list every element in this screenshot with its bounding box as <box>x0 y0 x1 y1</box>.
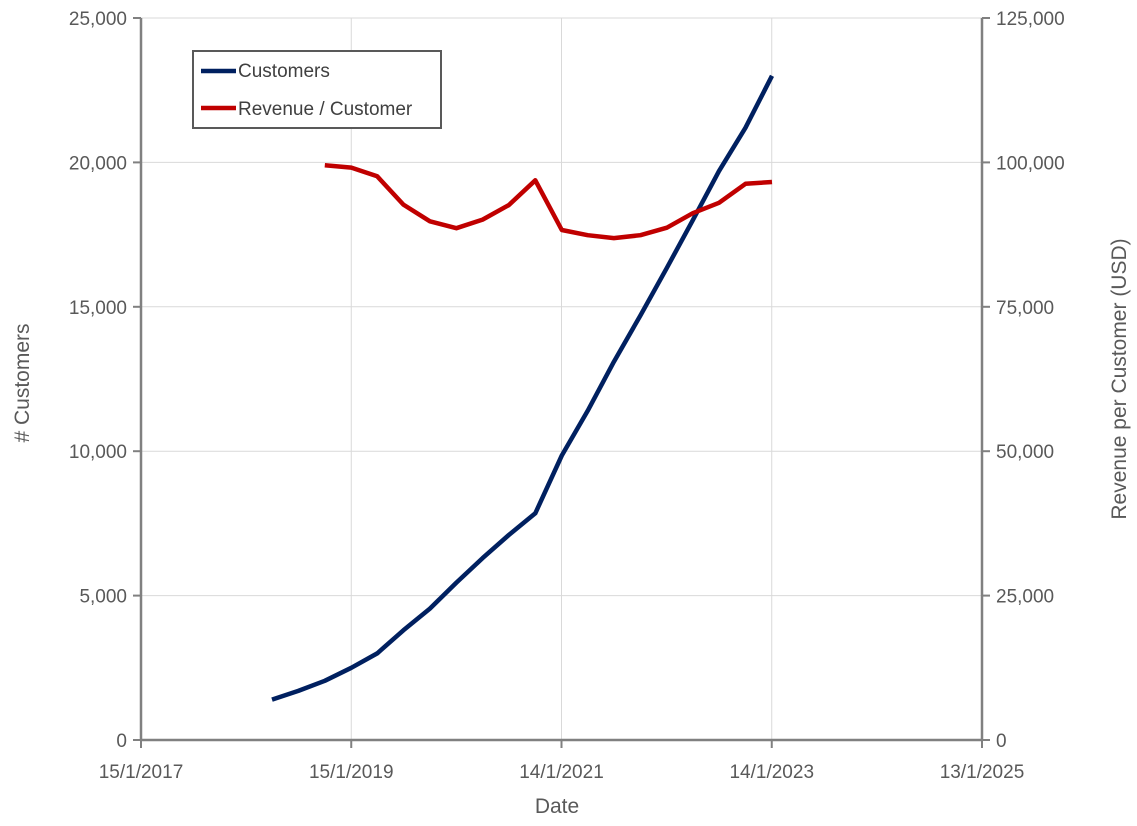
gridlines <box>141 17 982 740</box>
y-right-tick-label: 100,000 <box>996 153 1065 174</box>
legend: Customers Revenue / Customer <box>192 50 442 129</box>
x-tick-label: 14/1/2021 <box>519 762 604 783</box>
y-left-tick-label: 20,000 <box>69 153 127 174</box>
x-tick-label: 15/1/2017 <box>99 762 184 783</box>
y-left-tick-label: 10,000 <box>69 442 127 463</box>
y-right-tick-label: 25,000 <box>996 587 1054 608</box>
axes: 0 5,000 10,000 15,000 20,000 25,000 0 25,000 50,… <box>69 9 1065 783</box>
series-line-customers <box>271 74 775 702</box>
y-right-tick-label: 125,000 <box>996 9 1065 30</box>
x-tick-label: 15/1/2019 <box>309 762 394 783</box>
series-lines <box>271 74 775 702</box>
y-right-tick-label: 0 <box>996 731 1007 752</box>
legend-label-customers: Customers <box>238 61 330 82</box>
y-right-tick-label: 75,000 <box>996 298 1054 319</box>
x-axis-title: Date <box>535 795 579 818</box>
y-left-tick-label: 25,000 <box>69 9 127 30</box>
x-tick-label: 13/1/2025 <box>940 762 1025 783</box>
y-axis-right-title: Revenue per Customer (USD) <box>1108 238 1131 519</box>
legend-box <box>192 50 442 129</box>
y-left-tick-label: 5,000 <box>79 587 127 608</box>
y-left-tick-label: 15,000 <box>69 298 127 319</box>
series-line-revenue <box>324 163 773 241</box>
x-tick-label: 14/1/2023 <box>729 762 814 783</box>
legend-label-revenue: Revenue / Customer <box>238 99 413 120</box>
y-left-tick-label: 0 <box>116 731 127 752</box>
y-right-tick-label: 50,000 <box>996 442 1054 463</box>
y-axis-left-title: # Customers <box>11 323 34 442</box>
